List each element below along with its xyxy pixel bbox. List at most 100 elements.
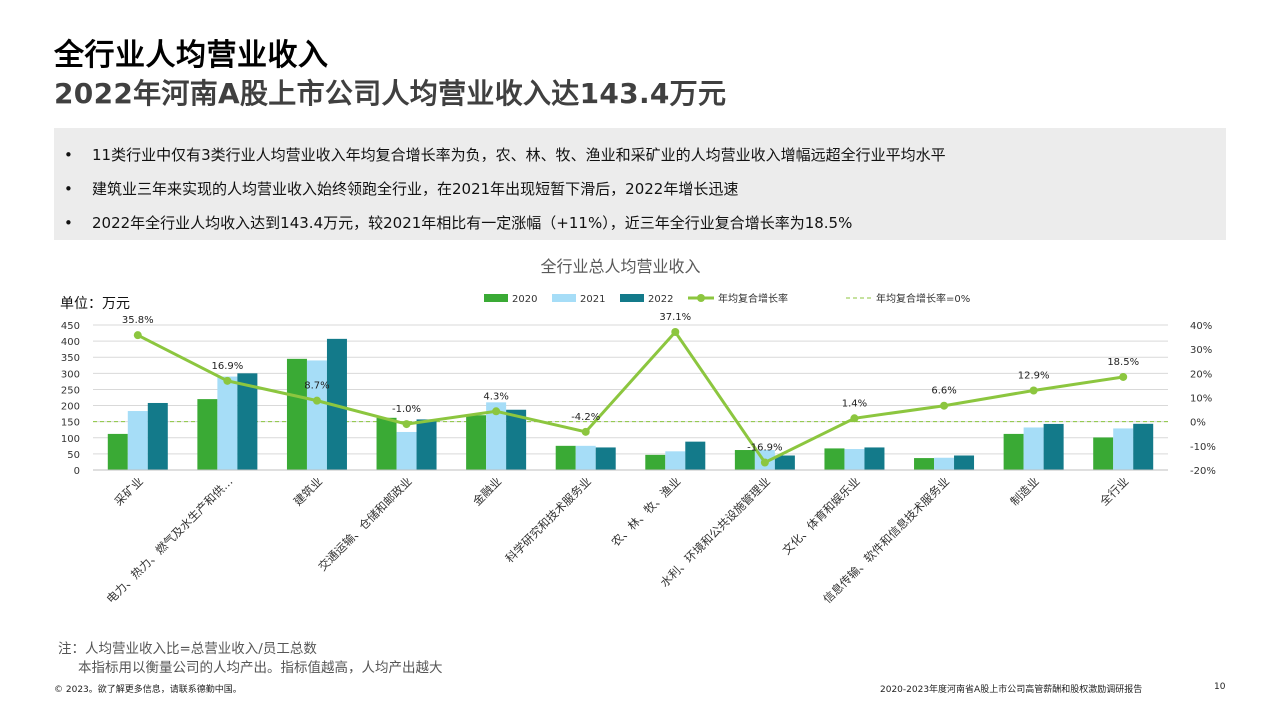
y-tick-label: 0: [74, 466, 80, 477]
y-tick-label: 50: [67, 450, 80, 461]
y2-tick-label: 0%: [1190, 418, 1206, 429]
bar-2022: [595, 447, 616, 470]
data-label: 18.5%: [1107, 357, 1139, 368]
y2-tick-label: 40%: [1190, 321, 1212, 332]
report-name: 2020-2023年度河南省A股上市公司高管薪酬和股权激励调研报告: [880, 685, 1143, 695]
y-tick-label: 200: [61, 402, 80, 413]
bar-2022: [237, 373, 258, 470]
legend-label: 年均复合增长率: [718, 292, 788, 305]
y-tick-label: 100: [61, 434, 80, 445]
legend-label: 2021: [580, 294, 605, 305]
bar-2021: [396, 431, 417, 470]
data-label: 35.8%: [122, 315, 154, 326]
y2-tick-label: -20%: [1190, 466, 1216, 477]
bar-2021: [127, 411, 148, 470]
bar-2022: [864, 447, 885, 470]
bullet-dot: •: [64, 146, 73, 164]
legend-label: 2020: [512, 294, 537, 305]
bar-2022: [954, 455, 975, 470]
x-tick-label: 采矿业: [112, 474, 146, 508]
x-tick-label: 制造业: [1007, 474, 1041, 508]
bar-2021: [217, 376, 238, 470]
data-label: -16.9%: [747, 443, 782, 454]
bar-2020: [1093, 437, 1114, 470]
line-point: [581, 427, 590, 436]
bar-2022: [1043, 423, 1064, 470]
x-tick-label: 文化、体育和娱乐业: [779, 474, 862, 557]
bar-2021: [1023, 427, 1044, 470]
bar-2022: [506, 409, 527, 470]
bar-2021: [844, 449, 865, 470]
bar-2022: [685, 441, 706, 470]
bar-2020: [376, 417, 397, 470]
y-tick-label: 450: [61, 321, 80, 332]
bar-2020: [914, 458, 935, 470]
line-point: [760, 458, 769, 467]
y2-tick-label: 30%: [1190, 345, 1212, 356]
page-number: 10: [1214, 682, 1226, 692]
line-point: [1119, 372, 1128, 381]
summary-text: 建筑业三年来实现的人均营业收入始终领跑全行业，在2021年出现短暂下滑后，202…: [92, 180, 739, 198]
data-label: 16.9%: [211, 361, 243, 372]
bar-2020: [734, 450, 755, 470]
bar-2022: [147, 402, 168, 470]
bar-2021: [665, 451, 686, 470]
page-subtitle: 2022年河南A股上市公司人均营业收入达143.4万元: [54, 77, 727, 110]
data-label: 6.6%: [931, 386, 956, 397]
line-series: [137, 329, 1124, 465]
x-tick-label: 金融业: [470, 474, 504, 508]
x-tick-label: 农、林、牧、渔业: [608, 474, 683, 549]
y2-tick-label: 20%: [1190, 369, 1212, 380]
summary-text: 2022年全行业人均收入达到143.4万元，较2021年相比有一定涨幅（+11%…: [92, 214, 853, 232]
line-point: [940, 401, 949, 410]
bar-2020: [1003, 433, 1024, 470]
line-point: [1029, 386, 1038, 395]
y2-tick-label: -10%: [1190, 442, 1216, 453]
data-label: 4.3%: [483, 391, 508, 402]
bar-2020: [107, 433, 128, 470]
data-label: 1.4%: [842, 398, 867, 409]
legend-swatch: [484, 294, 508, 302]
summary-bullet: • 建筑业三年来实现的人均营业收入始终领跑全行业，在2021年出现短暂下滑后，20…: [64, 178, 738, 199]
bar-2020: [555, 445, 576, 470]
legend-label: 年均复合增长率=0%: [876, 292, 970, 305]
bullet-dot: •: [64, 180, 73, 198]
x-tick-label: 建筑业: [291, 474, 325, 508]
summary-text: 11类行业中仅有3类行业人均营业收入年均复合增长率为负，农、林、牧、渔业和采矿业…: [92, 146, 946, 164]
x-tick-label: 交通运输、仓储和邮政业: [315, 474, 414, 573]
bar-2020: [824, 448, 845, 470]
line-point: [850, 414, 859, 423]
bar-2020: [466, 415, 487, 470]
bar-2022: [1133, 423, 1154, 470]
y-tick-label: 150: [61, 418, 80, 429]
data-label: -1.0%: [392, 404, 421, 415]
line-point: [402, 420, 411, 429]
note-line: 本指标用以衡量公司的人均产出。指标值越高，人均产出越大: [78, 660, 443, 676]
x-tick-label: 全行业: [1097, 474, 1131, 508]
bar-2020: [197, 399, 218, 470]
bar-2021: [306, 360, 327, 470]
data-label: 37.1%: [659, 312, 691, 323]
x-tick-label: 科学研究和技术服务业: [503, 474, 594, 565]
y-tick-label: 300: [61, 369, 80, 380]
y-tick-label: 250: [61, 385, 80, 396]
bar-2020: [286, 358, 307, 470]
legend-label: 2022: [648, 294, 673, 305]
legend-line-marker: [697, 294, 705, 302]
bar-2020: [645, 454, 666, 470]
summary-box: • 11类行业中仅有3类行业人均营业收入年均复合增长率为负，农、林、牧、渔业和采矿…: [54, 128, 1226, 240]
legend-swatch: [552, 294, 576, 302]
line-point: [492, 407, 501, 416]
y-tick-label: 400: [61, 337, 80, 348]
legend-swatch: [620, 294, 644, 302]
bar-2022: [416, 419, 437, 470]
y-tick-label: 350: [61, 353, 80, 364]
line-point: [671, 328, 680, 337]
chart-title: 全行业总人均营业收入: [540, 257, 700, 276]
bar-2021: [1113, 428, 1134, 470]
unit-label: 单位：万元: [60, 296, 130, 312]
bar-2021: [934, 457, 955, 470]
bar-2022: [774, 455, 795, 470]
summary-bullet: • 2022年全行业人均收入达到143.4万元，较2021年相比有一定涨幅（+11…: [64, 212, 852, 233]
